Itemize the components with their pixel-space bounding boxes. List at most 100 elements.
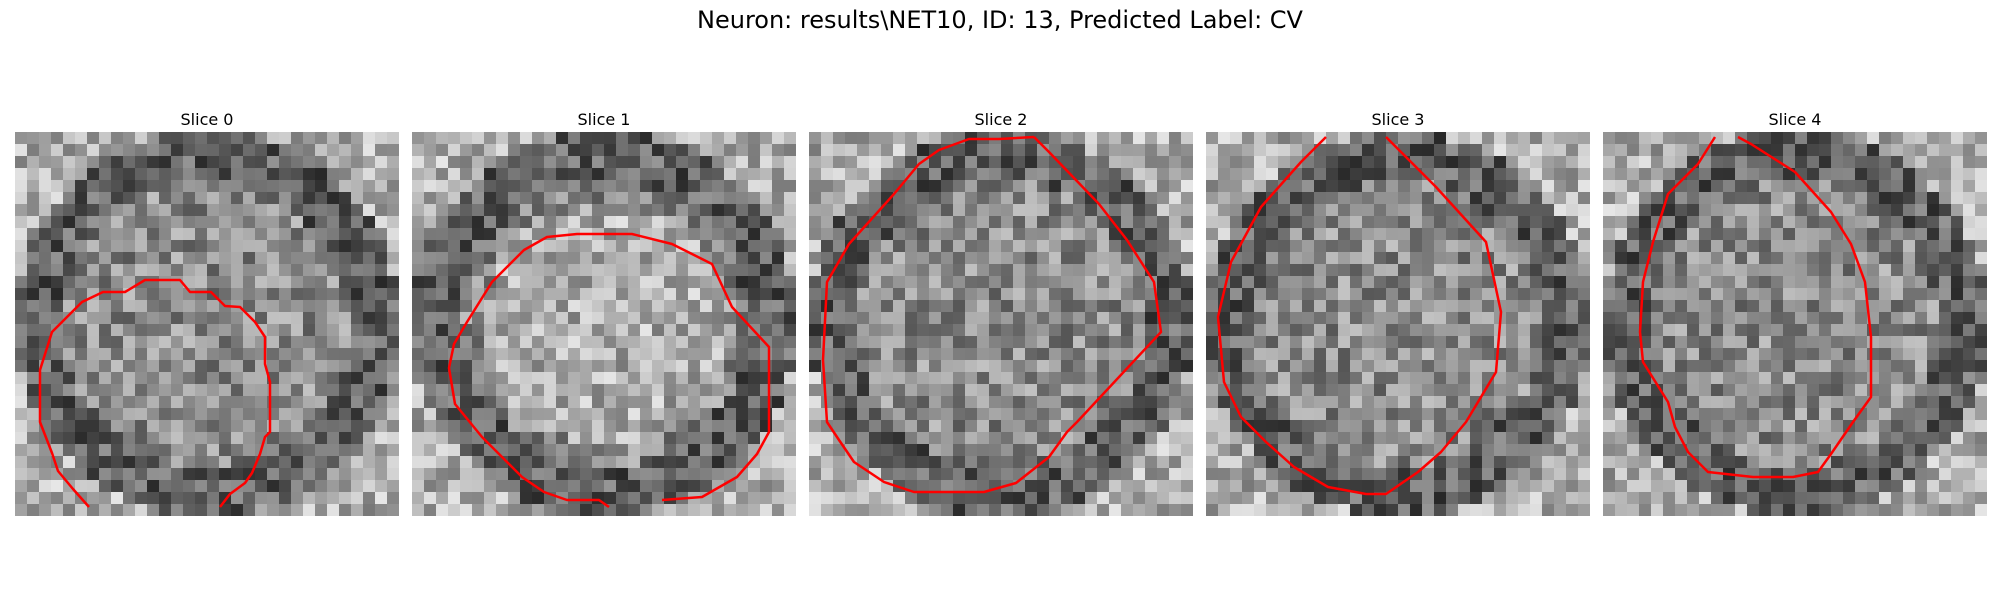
image-pixel (171, 312, 183, 324)
image-pixel (1025, 456, 1037, 468)
image-pixel (869, 216, 881, 228)
image-pixel (147, 420, 159, 432)
image-pixel (1013, 252, 1025, 264)
image-pixel (1338, 144, 1350, 156)
image-pixel (87, 408, 99, 420)
image-pixel (75, 240, 87, 252)
image-pixel (219, 396, 231, 408)
image-pixel (279, 192, 291, 204)
image-pixel (303, 360, 315, 372)
image-pixel (1242, 372, 1254, 384)
image-pixel (1530, 336, 1542, 348)
image-pixel (111, 372, 123, 384)
image-pixel (1831, 240, 1843, 252)
image-pixel (893, 348, 905, 360)
image-pixel (1759, 300, 1771, 312)
image-pixel (676, 168, 688, 180)
image-pixel (544, 420, 556, 432)
image-pixel (1951, 252, 1963, 264)
image-pixel (1506, 372, 1518, 384)
image-pixel (1843, 396, 1855, 408)
image-pixel (1133, 468, 1145, 480)
image-pixel (1434, 348, 1446, 360)
image-pixel (857, 276, 869, 288)
image-pixel (1843, 360, 1855, 372)
image-pixel (784, 384, 796, 396)
image-pixel (1085, 300, 1097, 312)
image-pixel (833, 300, 845, 312)
image-pixel (664, 432, 676, 444)
image-pixel (1254, 480, 1266, 492)
image-pixel (1867, 156, 1879, 168)
image-pixel (496, 228, 508, 240)
image-pixel (1566, 192, 1578, 204)
image-pixel (700, 132, 712, 144)
image-pixel (1951, 336, 1963, 348)
image-pixel (1711, 324, 1723, 336)
image-pixel (640, 504, 652, 516)
image-pixel (99, 228, 111, 240)
image-pixel (1109, 264, 1121, 276)
image-pixel (881, 252, 893, 264)
image-pixel (532, 396, 544, 408)
image-pixel (1109, 192, 1121, 204)
image-pixel (1807, 240, 1819, 252)
image-pixel (219, 168, 231, 180)
image-pixel (1073, 396, 1085, 408)
image-pixel (387, 444, 399, 456)
image-pixel (1759, 324, 1771, 336)
image-pixel (1254, 312, 1266, 324)
image-pixel (279, 180, 291, 192)
image-pixel (255, 180, 267, 192)
image-pixel (111, 396, 123, 408)
image-pixel (1374, 204, 1386, 216)
image-pixel (1627, 132, 1639, 144)
image-pixel (1218, 204, 1230, 216)
image-pixel (460, 276, 472, 288)
image-pixel (1915, 288, 1927, 300)
image-pixel (1963, 336, 1975, 348)
image-pixel (1434, 276, 1446, 288)
image-pixel (1915, 408, 1927, 420)
image-pixel (1566, 300, 1578, 312)
image-pixel (1085, 264, 1097, 276)
image-pixel (1314, 240, 1326, 252)
image-pixel (1675, 408, 1687, 420)
image-pixel (857, 444, 869, 456)
image-pixel (1350, 252, 1362, 264)
image-pixel (1085, 252, 1097, 264)
image-pixel (616, 336, 628, 348)
image-pixel (1013, 168, 1025, 180)
image-pixel (195, 468, 207, 480)
image-pixel (1915, 300, 1927, 312)
image-pixel (291, 468, 303, 480)
image-pixel (255, 240, 267, 252)
image-pixel (809, 444, 821, 456)
image-pixel (1314, 492, 1326, 504)
image-pixel (1206, 492, 1218, 504)
image-pixel (231, 324, 243, 336)
image-pixel (1350, 276, 1362, 288)
image-pixel (977, 288, 989, 300)
image-pixel (387, 288, 399, 300)
image-pixel (1145, 348, 1157, 360)
image-pixel (1566, 468, 1578, 480)
image-pixel (1242, 348, 1254, 360)
image-pixel (1542, 288, 1554, 300)
image-pixel (231, 444, 243, 456)
image-pixel (1819, 216, 1831, 228)
image-pixel (1230, 348, 1242, 360)
image-pixel (195, 372, 207, 384)
image-pixel (1639, 204, 1651, 216)
image-pixel (881, 396, 893, 408)
image-pixel (664, 408, 676, 420)
image-pixel (147, 156, 159, 168)
image-pixel (1037, 408, 1049, 420)
image-pixel (1470, 372, 1482, 384)
image-pixel (772, 360, 784, 372)
image-pixel (1615, 144, 1627, 156)
image-pixel (1927, 384, 1939, 396)
image-pixel (1278, 252, 1290, 264)
image-pixel (544, 384, 556, 396)
image-pixel (1097, 348, 1109, 360)
